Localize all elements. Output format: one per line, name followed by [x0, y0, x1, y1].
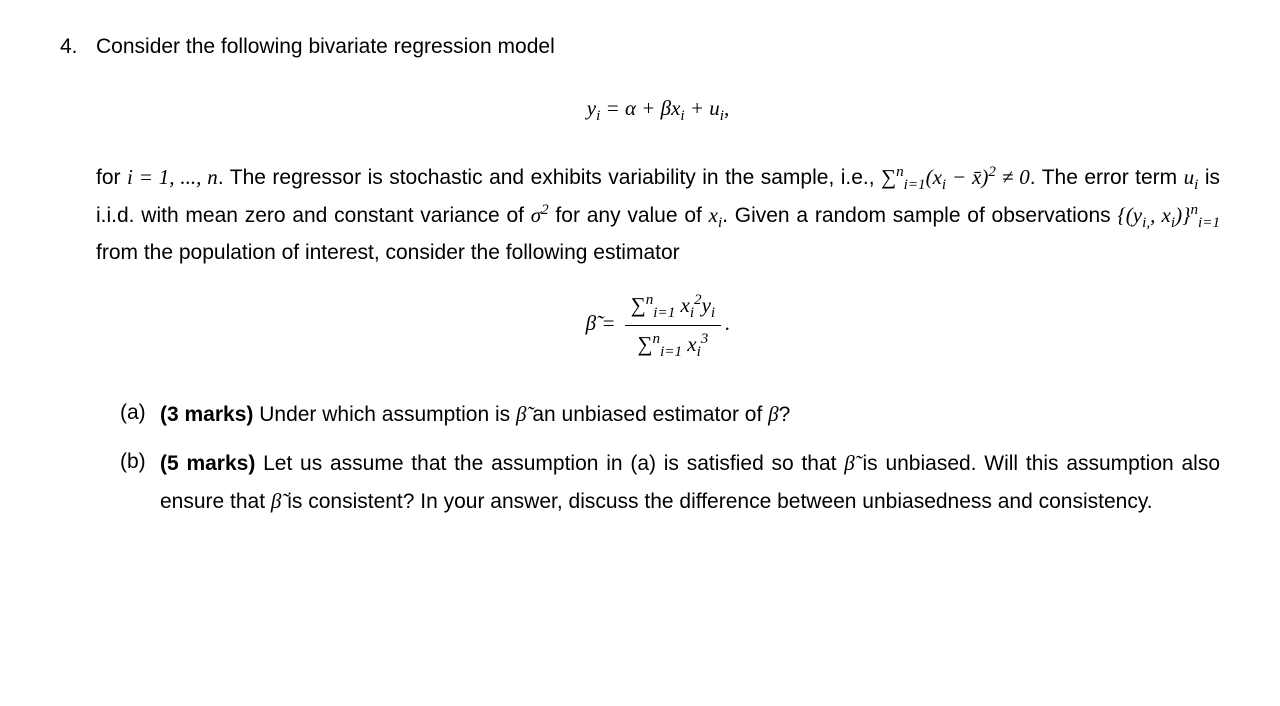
- sub-item-a: (a) (3 marks) Under which assumption is …: [120, 396, 1220, 434]
- text-segment: for: [96, 166, 127, 189]
- text-segment: . Given a random sample of observations: [722, 204, 1117, 227]
- sub-item-b: (b) (5 marks) Let us assume that the ass…: [120, 445, 1220, 521]
- math-beta-tilde: β̃: [271, 489, 281, 513]
- text-segment: . The regressor is stochastic and exhibi…: [218, 166, 881, 189]
- equation-estimator: β̃ = ∑ni=1 xi2yi ∑ni=1 xi3 .: [96, 289, 1220, 361]
- fraction-denominator: ∑ni=1 xi3: [625, 326, 721, 362]
- text-segment: . The error term: [1030, 166, 1184, 189]
- sub-label-a: (a): [120, 396, 160, 430]
- problem-4: 4. Consider the following bivariate regr…: [60, 30, 1220, 533]
- beta-tilde-lhs: β̃ =: [586, 311, 621, 335]
- text-segment: from the population of interest, conside…: [96, 241, 680, 264]
- problem-paragraph: for i = 1, ..., n. The regressor is stoc…: [96, 159, 1220, 271]
- math-sample-set: {(yi,, xi)}ni=1: [1117, 203, 1220, 227]
- math-xi: xi: [709, 203, 723, 227]
- text-segment: Under which assumption is: [253, 403, 516, 426]
- text-segment: an unbiased estimator of: [526, 403, 768, 426]
- sub-label-b: (b): [120, 445, 160, 479]
- math-beta-tilde: β̃: [844, 451, 854, 475]
- sub-content-a: (3 marks) Under which assumption is β̃ a…: [160, 396, 1220, 434]
- problem-content: Consider the following bivariate regress…: [96, 30, 1220, 533]
- equation-period: .: [725, 311, 730, 335]
- math-beta-tilde: β̃: [516, 402, 526, 426]
- fraction: ∑ni=1 xi2yi ∑ni=1 xi3: [625, 289, 721, 361]
- math-beta: β: [768, 402, 778, 426]
- problem-number: 4.: [60, 30, 96, 64]
- math-ui: ui: [1184, 165, 1199, 189]
- sub-content-b: (5 marks) Let us assume that the assumpt…: [160, 445, 1220, 521]
- intro-text: Consider the following bivariate regress…: [96, 30, 1220, 64]
- text-segment: ?: [779, 403, 791, 426]
- text-segment: is consistent? In your answer, discuss t…: [281, 490, 1152, 513]
- math-sum-variability: ∑ni=1(xi − x̄)2 ≠ 0: [881, 165, 1030, 189]
- marks-a: (3 marks): [160, 403, 253, 426]
- text-segment: Let us assume that the assumption in (a)…: [255, 452, 844, 475]
- math-sigma-sq: σ2: [531, 203, 549, 227]
- fraction-numerator: ∑ni=1 xi2yi: [625, 289, 721, 326]
- math-i-range: i = 1, ..., n: [127, 165, 218, 189]
- text-segment: for any value of: [549, 204, 709, 227]
- marks-b: (5 marks): [160, 452, 255, 475]
- sub-parts-list: (a) (3 marks) Under which assumption is …: [96, 396, 1220, 521]
- equation-model: yi = α + βxi + ui,: [96, 92, 1220, 126]
